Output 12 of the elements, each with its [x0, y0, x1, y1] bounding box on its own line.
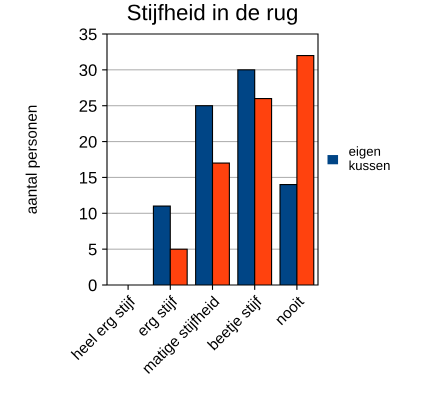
y-tick-label: 5	[88, 244, 97, 256]
y-tick-label: 10	[80, 208, 97, 220]
y-tick-label: 15	[80, 172, 97, 184]
y-tick-label: 0	[88, 279, 97, 292]
legend-label: eigen kussen	[349, 146, 390, 170]
y-tick-label: 25	[80, 100, 97, 112]
x-tick-label: erg stijf	[136, 294, 180, 340]
y-axis-title: aantal personen	[26, 106, 40, 214]
y-tick-label: 20	[80, 136, 97, 148]
y-tick-label: 35	[79, 28, 97, 40]
chart-title: Stijfheid in de rug	[128, 4, 297, 25]
y-tick-label: 30	[79, 64, 97, 76]
